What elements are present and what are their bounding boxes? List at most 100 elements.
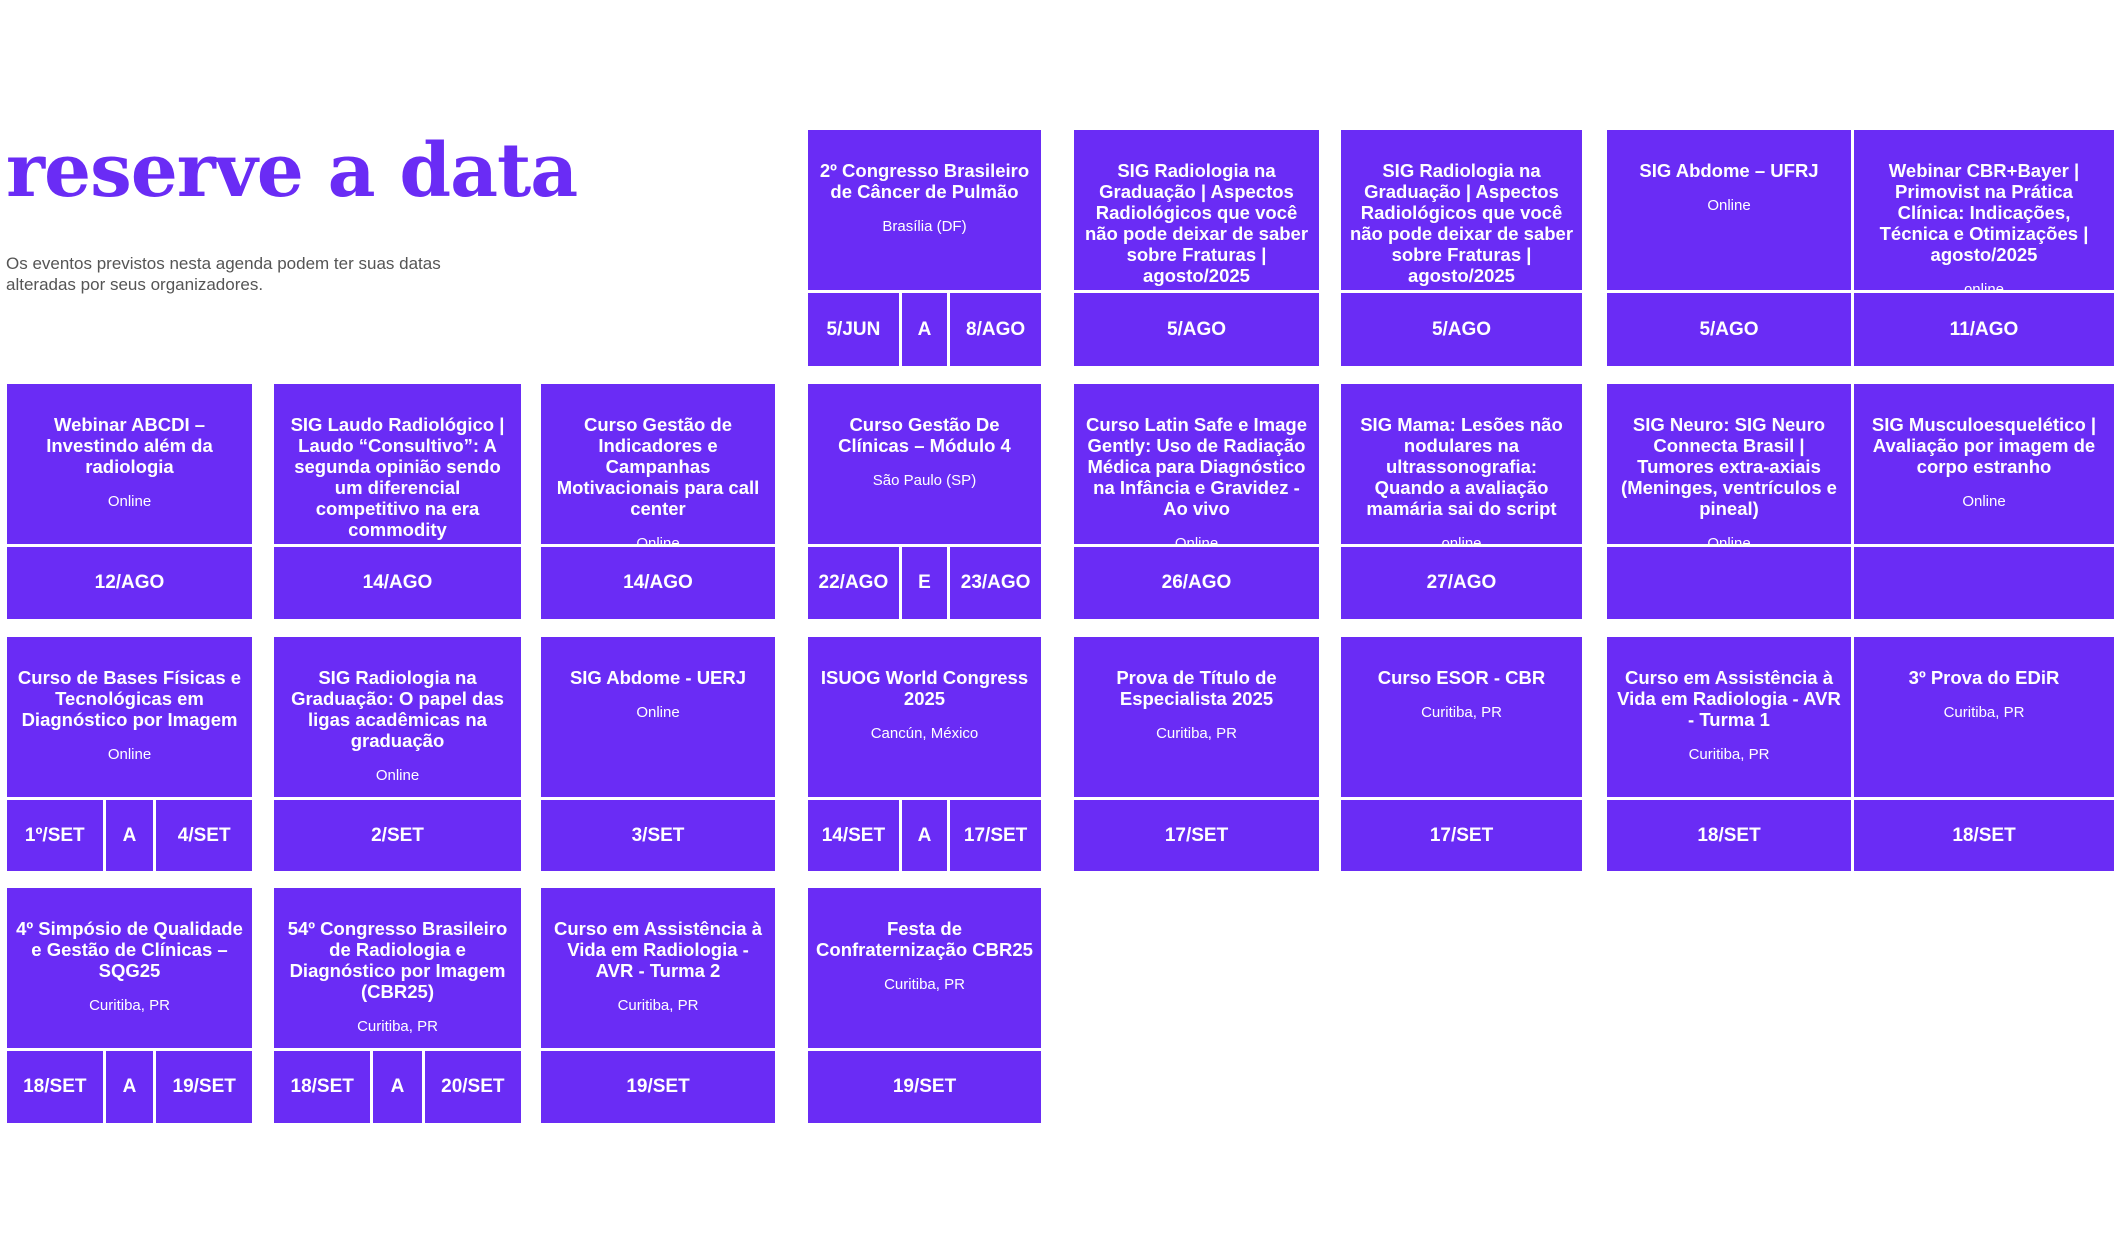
event-title: Curso Gestão De Clínicas – Módulo 4 — [838, 414, 1011, 456]
event-dates: 3/SET — [541, 800, 775, 871]
event-title: 2º Congresso Brasileiro de Câncer de Pul… — [819, 160, 1030, 202]
event-date: 5/JUN — [808, 293, 899, 366]
event-location: Online — [107, 746, 152, 763]
event-title: Curso em Assistência à Vida em Radiologi… — [553, 918, 763, 981]
date-connector: A — [901, 800, 948, 871]
event-title: Webinar CBR+Bayer | Primovist na Prática… — [1879, 160, 2089, 265]
event-card[interactable]: 54º Congresso Brasileiro de Radiologia e… — [274, 888, 522, 1123]
event-card[interactable]: 3º Prova do EDiR Curitiba, PR 18/SET — [1854, 637, 2114, 871]
event-info: SIG Abdome – UFRJ Online — [1607, 130, 1851, 290]
event-title: Webinar ABCDI – Investindo além da radio… — [46, 414, 213, 477]
event-title: Curso Latin Safe e Image Gently: Uso de … — [1085, 414, 1308, 519]
event-dates: 18/SET — [1607, 800, 1851, 871]
event-date: 5/AGO — [1607, 293, 1851, 366]
event-dates: 14/AGO — [541, 547, 775, 619]
event-card[interactable]: Curso Latin Safe e Image Gently: Uso de … — [1074, 384, 1319, 619]
event-card[interactable]: SIG Radiologia na Graduação: O papel das… — [274, 637, 521, 871]
event-title: SIG Mama: Lesões não nodulares na ultras… — [1360, 414, 1563, 519]
event-info: SIG Mama: Lesões não nodulares na ultras… — [1341, 384, 1582, 552]
event-info: Curso Latin Safe e Image Gently: Uso de … — [1074, 384, 1319, 552]
event-card[interactable]: SIG Radiologia na Graduação | Aspectos R… — [1074, 130, 1319, 366]
event-date: 17/SET — [1074, 800, 1319, 871]
event-card[interactable]: Webinar ABCDI – Investindo além da radio… — [7, 384, 252, 619]
event-card[interactable]: 2º Congresso Brasileiro de Câncer de Pul… — [808, 130, 1041, 366]
event-title: SIG Radiologia na Graduação | Aspectos R… — [1084, 160, 1309, 286]
event-info: 3º Prova do EDiR Curitiba, PR — [1854, 637, 2114, 797]
event-location: Online — [1707, 197, 1751, 214]
event-card[interactable]: Curso Gestão de Indicadores e Campanhas … — [541, 384, 775, 619]
event-dates: 2/SET — [274, 800, 521, 871]
event-card[interactable]: Webinar CBR+Bayer | Primovist na Prática… — [1854, 130, 2114, 366]
event-info: Curso Gestão de Indicadores e Campanhas … — [541, 384, 775, 552]
event-title: SIG Abdome – UFRJ — [1639, 160, 1819, 181]
date-connector: A — [901, 293, 948, 366]
event-card[interactable]: SIG Musculoesquelético | Avaliação por i… — [1854, 384, 2114, 619]
page-title: reserve a data — [6, 128, 578, 214]
event-dates: 18/SET — [1854, 800, 2114, 871]
event-info: SIG Radiologia na Graduação | Aspectos R… — [1074, 130, 1319, 319]
event-date — [1854, 547, 2114, 619]
event-location: Curitiba, PR — [89, 997, 170, 1014]
date-connector: A — [105, 1051, 154, 1123]
event-dates: 22/AGO E 23/AGO — [808, 547, 1041, 619]
event-date: 20/SET — [424, 1051, 522, 1123]
event-card[interactable]: Prova de Título de Especialista 2025 Curi… — [1074, 637, 1319, 871]
event-info: SIG Laudo Radiológico | Laudo “Consultiv… — [274, 384, 521, 573]
event-date: 5/AGO — [1341, 293, 1582, 366]
event-title: SIG Abdome - UERJ — [569, 667, 747, 688]
event-location: Online — [375, 767, 420, 784]
event-card[interactable]: ISUOG World Congress 2025 Cancún, México 1… — [808, 637, 1041, 871]
event-title: Curso ESOR - CBR — [1377, 667, 1546, 688]
event-dates: 1º/SET A 4/SET — [7, 800, 252, 871]
event-date: 18/SET — [1607, 800, 1851, 871]
event-dates: 5/AGO — [1074, 293, 1319, 366]
event-title: 54º Congresso Brasileiro de Radiologia e… — [287, 918, 508, 1002]
event-info: Prova de Título de Especialista 2025 Curi… — [1074, 637, 1319, 797]
event-dates: 5/AGO — [1341, 293, 1582, 366]
event-dates: 14/AGO — [274, 547, 521, 619]
event-location: Curitiba, PR — [617, 997, 699, 1014]
event-info: SIG Abdome - UERJ Online — [541, 637, 775, 797]
event-title: Curso em Assistência à Vida em Radiologi… — [1617, 667, 1841, 730]
event-info: SIG Radiologia na Graduação | Aspectos R… — [1341, 130, 1582, 319]
event-info: SIG Musculoesquelético | Avaliação por i… — [1854, 384, 2114, 544]
event-card[interactable]: Curso Gestão De Clínicas – Módulo 4 São P… — [808, 384, 1041, 619]
event-card[interactable]: Curso em Assistência à Vida em Radiologi… — [541, 888, 775, 1123]
event-title: Festa de Confraternização CBR25 — [816, 918, 1033, 960]
event-dates: 19/SET — [541, 1051, 775, 1123]
event-card[interactable]: SIG Laudo Radiológico | Laudo “Consultiv… — [274, 384, 521, 619]
event-card[interactable]: SIG Radiologia na Graduação | Aspectos R… — [1341, 130, 1582, 366]
event-info: SIG Neuro: SIG Neuro Connecta Brasil | T… — [1607, 384, 1851, 552]
event-dates: 19/SET — [808, 1051, 1041, 1123]
event-dates — [1607, 547, 1851, 619]
date-connector: E — [901, 547, 948, 619]
event-date: 2/SET — [274, 800, 521, 871]
event-location: Curitiba, PR — [1688, 746, 1770, 763]
event-date: 19/SET — [541, 1051, 775, 1123]
event-location: Cancún, México — [870, 725, 979, 742]
event-info: Curso em Assistência à Vida em Radiologi… — [541, 888, 775, 1048]
event-date: 12/AGO — [7, 547, 252, 619]
event-info: Webinar CBR+Bayer | Primovist na Prática… — [1854, 130, 2114, 298]
event-card[interactable]: 4º Simpósio de Qualidade e Gestão de Clí… — [7, 888, 252, 1123]
event-title: SIG Radiologia na Graduação: O papel das… — [291, 667, 504, 751]
event-card[interactable]: Curso ESOR - CBR Curitiba, PR 17/SET — [1341, 637, 1582, 871]
event-card[interactable]: SIG Mama: Lesões não nodulares na ultras… — [1341, 384, 1582, 619]
event-card[interactable]: SIG Abdome – UFRJ Online 5/AGO — [1607, 130, 1851, 366]
event-card[interactable]: Festa de Confraternização CBR25 Curitiba,… — [808, 888, 1041, 1123]
event-info: Curso em Assistência à Vida em Radiologi… — [1607, 637, 1851, 797]
event-location: Brasília (DF) — [882, 218, 967, 235]
event-date: 18/SET — [1854, 800, 2114, 871]
event-card[interactable]: SIG Abdome - UERJ Online 3/SET — [541, 637, 775, 871]
page-subtitle: Os eventos previstos nesta agenda podem … — [6, 254, 441, 294]
date-connector: A — [373, 1051, 422, 1123]
event-date: 4/SET — [156, 800, 252, 871]
event-card[interactable]: Curso de Bases Físicas e Tecnológicas em… — [7, 637, 252, 871]
event-date: 5/AGO — [1074, 293, 1319, 366]
event-date: 23/AGO — [950, 547, 1041, 619]
date-connector: A — [105, 800, 154, 871]
event-card[interactable]: SIG Neuro: SIG Neuro Connecta Brasil | T… — [1607, 384, 1851, 619]
event-card[interactable]: Curso em Assistência à Vida em Radiologi… — [1607, 637, 1851, 871]
event-location: Online — [107, 493, 152, 510]
event-location: São Paulo (SP) — [872, 472, 977, 489]
